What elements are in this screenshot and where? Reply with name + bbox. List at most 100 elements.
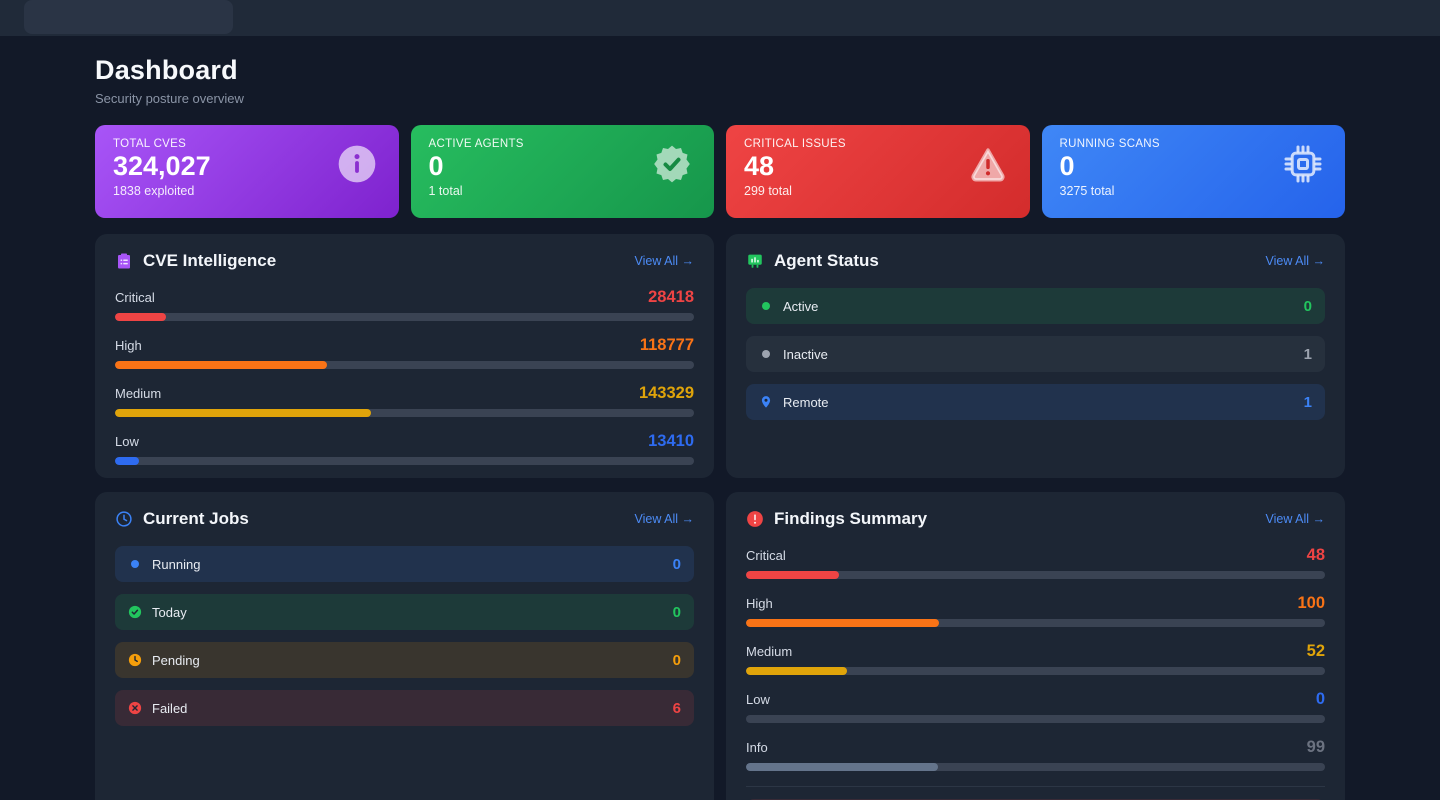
stat-card-sub: 299 total bbox=[744, 184, 792, 199]
clock-small-icon bbox=[128, 653, 142, 667]
severity-value: 99 bbox=[1306, 738, 1325, 756]
pin-icon bbox=[759, 395, 773, 409]
cpu-icon bbox=[1283, 144, 1323, 184]
panels-grid: CVE Intelligence View All → Critical 284… bbox=[95, 234, 1345, 800]
page-subtitle: Security posture overview bbox=[95, 91, 244, 106]
stat-card-critical-issues[interactable]: CRITICAL ISSUES 48 299 total bbox=[726, 125, 1030, 218]
severity-label: Critical bbox=[115, 290, 155, 305]
severity-value: 28418 bbox=[648, 288, 694, 306]
severity-label: Low bbox=[115, 434, 139, 449]
status-dot bbox=[759, 299, 773, 313]
topbar bbox=[0, 0, 1440, 36]
status-row[interactable]: Running 0 bbox=[115, 546, 694, 582]
status-row[interactable]: Pending 0 bbox=[115, 642, 694, 678]
progress-fill bbox=[746, 763, 938, 771]
progress-fill bbox=[746, 667, 847, 675]
stat-card-value: 0 bbox=[1059, 151, 1075, 181]
status-value: 0 bbox=[1303, 297, 1312, 315]
severity-label: Critical bbox=[746, 548, 786, 563]
x-circle-icon bbox=[128, 701, 142, 715]
cve-view-all-link[interactable]: View All → bbox=[634, 254, 694, 268]
severity-value: 48 bbox=[1306, 546, 1325, 564]
severity-row: Low 13410 bbox=[115, 432, 694, 465]
severity-row: High 100 bbox=[746, 594, 1325, 627]
status-label: Inactive bbox=[783, 346, 828, 362]
alert-circle-icon bbox=[746, 510, 764, 528]
panel-title: Agent Status bbox=[774, 251, 879, 270]
stat-card-total-cves[interactable]: TOTAL CVES 324,027 1838 exploited bbox=[95, 125, 399, 218]
severity-value: 118777 bbox=[639, 336, 694, 354]
progress-track bbox=[115, 409, 694, 417]
status-row[interactable]: Inactive 1 bbox=[746, 336, 1325, 372]
severity-row: Low 0 bbox=[746, 690, 1325, 723]
progress-fill bbox=[746, 619, 940, 627]
status-label: Failed bbox=[152, 700, 188, 716]
jobs-view-all-link[interactable]: View All → bbox=[634, 512, 694, 526]
panel-current-jobs: Current Jobs View All → Running 0 Today … bbox=[95, 492, 714, 800]
stat-card-value: 324,027 bbox=[113, 151, 211, 181]
status-row[interactable]: Today 0 bbox=[115, 594, 694, 630]
clock-icon bbox=[115, 510, 133, 528]
status-row[interactable]: Failed 6 bbox=[115, 690, 694, 726]
severity-label: Info bbox=[746, 740, 768, 755]
severity-value: 100 bbox=[1297, 594, 1325, 612]
severity-label: High bbox=[115, 338, 142, 353]
stat-card-running-scans[interactable]: RUNNING SCANS 0 3275 total bbox=[1041, 125, 1345, 218]
divider bbox=[746, 786, 1325, 787]
status-row[interactable]: Active 0 bbox=[746, 288, 1325, 324]
status-row[interactable]: Remote 1 bbox=[746, 384, 1325, 420]
status-value: 1 bbox=[1303, 345, 1312, 363]
progress-fill bbox=[115, 409, 371, 417]
stat-card-label: TOTAL CVES bbox=[113, 138, 187, 150]
job-status-list: Running 0 Today 0 Pending 0 Failed 6 bbox=[115, 546, 694, 726]
progress-track bbox=[115, 313, 694, 321]
severity-row: High 118777 bbox=[115, 336, 694, 369]
severity-value: 0 bbox=[1315, 690, 1325, 708]
status-dot bbox=[759, 347, 773, 361]
stat-card-sub: 1 total bbox=[428, 184, 463, 199]
panel-findings-summary: Findings Summary View All → Critical 48 … bbox=[726, 492, 1345, 800]
panel-title: Current Jobs bbox=[143, 509, 249, 528]
topbar-tab bbox=[24, 0, 233, 34]
info-icon bbox=[337, 144, 377, 184]
progress-track bbox=[746, 667, 1325, 675]
cve-severity-list: Critical 28418 High 118777 Medium 143329… bbox=[115, 288, 694, 465]
severity-label: Medium bbox=[746, 644, 793, 659]
progress-fill bbox=[115, 457, 139, 465]
progress-fill bbox=[746, 571, 840, 579]
status-value: 0 bbox=[672, 651, 681, 669]
severity-label: High bbox=[746, 596, 773, 611]
status-dot bbox=[128, 557, 142, 571]
status-value: 6 bbox=[672, 699, 681, 717]
agents-view-all-link[interactable]: View All → bbox=[1265, 254, 1325, 268]
clipboard-icon bbox=[115, 252, 133, 270]
panel-title: Findings Summary bbox=[774, 509, 928, 528]
progress-track bbox=[115, 361, 694, 369]
severity-row: Critical 28418 bbox=[115, 288, 694, 321]
status-label: Active bbox=[783, 298, 819, 314]
severity-label: Medium bbox=[115, 386, 162, 401]
status-label: Running bbox=[152, 556, 201, 572]
status-value: 0 bbox=[672, 603, 681, 621]
status-label: Pending bbox=[152, 652, 200, 668]
status-value: 1 bbox=[1303, 393, 1312, 411]
agent-icon bbox=[746, 252, 764, 270]
progress-track bbox=[746, 571, 1325, 579]
dashboard-page: Dashboard Security posture overview TOTA… bbox=[95, 55, 1345, 800]
stat-card-label: CRITICAL ISSUES bbox=[744, 138, 846, 150]
findings-view-all-link[interactable]: View All → bbox=[1265, 512, 1325, 526]
stat-card-value: 0 bbox=[428, 151, 444, 181]
progress-track bbox=[746, 619, 1325, 627]
severity-row: Medium 52 bbox=[746, 642, 1325, 675]
progress-fill bbox=[115, 313, 166, 321]
severity-value: 52 bbox=[1306, 642, 1325, 660]
status-value: 0 bbox=[672, 555, 681, 573]
check-circle-icon bbox=[128, 605, 142, 619]
progress-track bbox=[746, 763, 1325, 771]
progress-track bbox=[746, 715, 1325, 723]
stat-card-value: 48 bbox=[744, 151, 775, 181]
panel-title: CVE Intelligence bbox=[143, 251, 277, 270]
stat-card-label: ACTIVE AGENTS bbox=[428, 138, 524, 150]
stat-card-active-agents[interactable]: ACTIVE AGENTS 0 1 total bbox=[410, 125, 714, 218]
progress-fill bbox=[115, 361, 328, 369]
